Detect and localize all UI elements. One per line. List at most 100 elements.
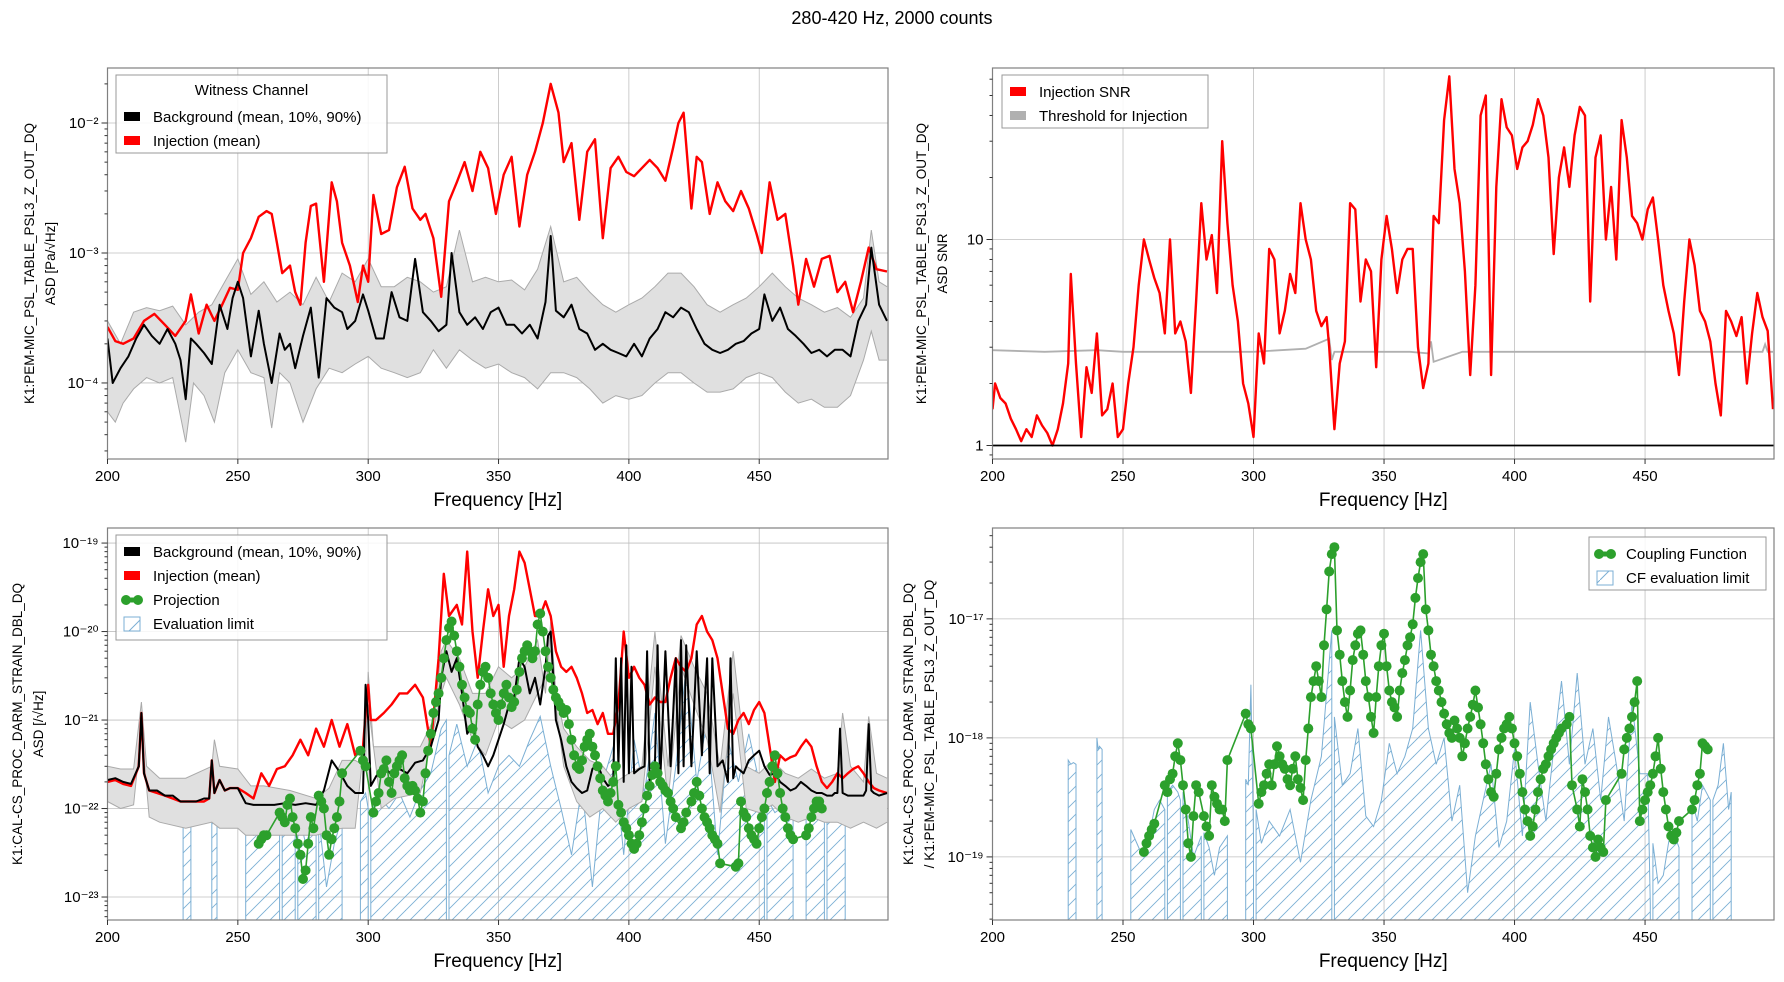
projection-point: [420, 768, 431, 779]
projection-point: [1621, 732, 1632, 743]
projection-point: [681, 807, 692, 818]
x-tick-label: 250: [1110, 468, 1135, 485]
projection-point: [470, 734, 481, 745]
projection-point: [1632, 676, 1643, 687]
projection-point: [1373, 661, 1384, 672]
projection-point: [1504, 711, 1515, 722]
panel-coupling: 200 250 300 350 400 450 Frequency [Hz] 10⁻¹⁹ 10⁻…: [901, 527, 1775, 972]
projection-point: [1655, 763, 1666, 774]
projection-point: [1692, 780, 1703, 791]
legend-label: CF evaluation limit: [1626, 570, 1750, 587]
axes-frame: [106, 67, 889, 460]
projection-point: [1350, 640, 1361, 651]
projection-point: [754, 823, 765, 834]
projection-point: [1410, 592, 1421, 603]
projection-point: [806, 812, 817, 823]
projection-point: [1407, 619, 1418, 630]
projection-point: [1420, 604, 1431, 615]
projection-point: [1671, 827, 1682, 838]
legend-label: Threshold for Injection: [1039, 108, 1187, 125]
projection-point: [1188, 811, 1199, 822]
projection-point: [431, 697, 441, 707]
y-tick-label: 10: [967, 232, 984, 249]
projection-point: [1480, 759, 1491, 770]
projection-point: [1298, 795, 1309, 806]
projection-point: [736, 796, 746, 807]
projection-point: [496, 699, 507, 710]
projection-point: [636, 817, 647, 828]
projection-point: [1245, 723, 1256, 734]
projection-point: [1446, 732, 1457, 743]
x-tick-label: 450: [1633, 468, 1658, 485]
projection-point: [1483, 774, 1494, 785]
projection-point: [545, 672, 556, 683]
projection-point: [1426, 649, 1436, 660]
projection-point: [464, 708, 475, 718]
projection-point: [423, 745, 434, 756]
threshold-line: [992, 337, 1773, 364]
projection-point: [1452, 723, 1463, 734]
projection-point: [459, 692, 470, 703]
projection-point: [543, 661, 554, 672]
projection-point: [1470, 685, 1481, 696]
projection-point: [1702, 744, 1713, 755]
projection-point: [1329, 542, 1340, 553]
evaluation-limit-segment: [359, 791, 369, 920]
projection-point: [334, 796, 345, 807]
projection-point: [318, 803, 329, 814]
projection-point: [694, 790, 705, 801]
projection-point: [563, 719, 574, 730]
y-axis-label: K1:CAL-CS_PROC_DARM_STRAIN_DBL_DQ: [901, 583, 916, 865]
evaluation-limit-segment: [1245, 684, 1254, 920]
projection-point: [381, 755, 392, 766]
projection-point: [775, 788, 786, 798]
projection-point: [1313, 676, 1324, 687]
axes-frame: [991, 527, 1775, 921]
background-90-line: [107, 224, 888, 345]
x-tick-label: 250: [225, 929, 250, 946]
projection-point: [1415, 557, 1426, 568]
legend-marker-point: [121, 595, 131, 605]
projection-point: [1431, 676, 1442, 687]
evaluation-limit-segment: [1255, 630, 1333, 920]
projection-point: [788, 834, 799, 845]
projection-point: [1240, 708, 1251, 719]
projection-point: [1193, 787, 1204, 798]
projection-point: [764, 776, 775, 787]
projection-point: [590, 750, 600, 761]
x-tick-label: 200: [980, 929, 1005, 946]
projection-point: [480, 661, 491, 672]
projection-point: [1496, 732, 1507, 743]
legend: Witness Channel Background (mean, 10%, 90…: [115, 74, 388, 154]
projection-point: [1167, 768, 1178, 779]
projection-point: [816, 803, 827, 814]
projection-point: [1493, 744, 1504, 755]
legend: Coupling Function CF evaluation limit: [1588, 536, 1767, 591]
projection-point: [1321, 604, 1332, 615]
projection-point: [298, 874, 308, 884]
projection-point: [1311, 661, 1322, 672]
projection-point: [712, 838, 723, 849]
projection-point: [1473, 702, 1483, 713]
legend-label: Background (mean, 10%, 90%): [153, 544, 361, 561]
projection-point: [577, 755, 587, 766]
projection-point: [623, 830, 634, 841]
projection-point: [587, 741, 598, 752]
projection-point: [566, 734, 577, 745]
legend-swatch: [124, 136, 140, 145]
projection-point: [1290, 751, 1301, 762]
projection-point: [368, 807, 379, 818]
projection-point: [595, 773, 606, 784]
projection-point: [1355, 625, 1366, 636]
projection-point: [1392, 711, 1403, 722]
projection-point: [592, 761, 603, 772]
projection-point: [1319, 640, 1329, 651]
projection-point: [1653, 732, 1664, 743]
projection-point: [1405, 632, 1416, 643]
legend-swatch: [1010, 87, 1026, 96]
projection-point: [285, 793, 295, 804]
projection-point: [415, 807, 426, 818]
x-tick-label: 450: [747, 468, 772, 485]
x-axis-label: Frequency [Hz]: [433, 951, 562, 972]
x-tick-label: 250: [1110, 929, 1135, 946]
